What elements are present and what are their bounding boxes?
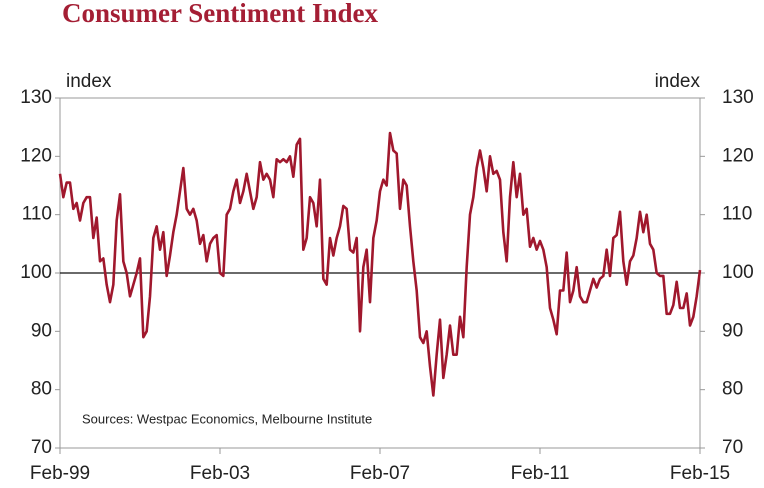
- y-tick-label: 80: [31, 379, 52, 400]
- y-tick-label: 110: [22, 204, 52, 225]
- y-tick-label: 70: [31, 437, 52, 458]
- y-tick-label: 120: [20, 145, 52, 166]
- x-tick-label: Feb-99: [30, 463, 90, 484]
- y2-tick-label: 120: [722, 145, 754, 166]
- chart-title: Consumer Sentiment Index: [62, 0, 379, 28]
- x-tick-label: Feb-07: [350, 463, 410, 484]
- y2-tick-label: 70: [722, 437, 743, 458]
- y2-tick-label: 80: [722, 379, 743, 400]
- y-tick-label: 100: [20, 262, 52, 283]
- y-tick-label: 90: [31, 320, 52, 341]
- series-line: [58, 131, 702, 397]
- x-tick-label: Feb-11: [511, 463, 570, 484]
- source-note: Sources: Westpac Economics, Melbourne In…: [82, 411, 372, 426]
- y-axis-label: index: [66, 71, 112, 92]
- y-tick-label: 130: [20, 87, 52, 108]
- x-tick-label: Feb-03: [190, 463, 250, 484]
- x-tick-label: Feb-15: [670, 463, 730, 484]
- y2-tick-label: 130: [722, 87, 754, 108]
- y2-axis-label: index: [655, 71, 701, 92]
- y2-tick-label: 90: [722, 320, 743, 341]
- y2-tick-label: 100: [722, 262, 754, 283]
- y2-tick-label: 110: [722, 204, 752, 225]
